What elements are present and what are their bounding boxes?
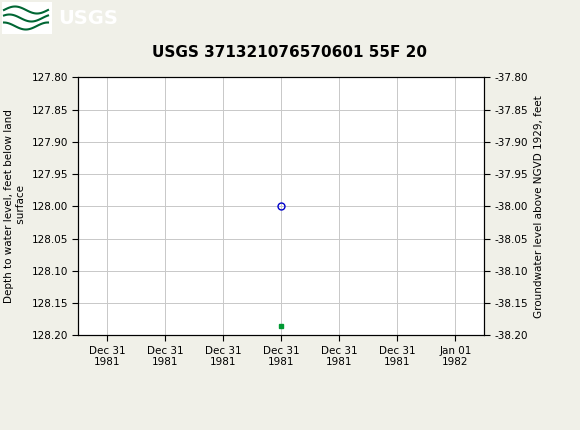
Text: USGS 371321076570601 55F 20: USGS 371321076570601 55F 20 <box>153 45 427 60</box>
Y-axis label: Depth to water level, feet below land
 surface: Depth to water level, feet below land su… <box>4 110 26 303</box>
Text: USGS: USGS <box>58 9 118 28</box>
FancyBboxPatch shape <box>2 2 52 34</box>
Y-axis label: Groundwater level above NGVD 1929, feet: Groundwater level above NGVD 1929, feet <box>534 95 544 318</box>
Legend: Period of approved data: Period of approved data <box>194 427 368 430</box>
